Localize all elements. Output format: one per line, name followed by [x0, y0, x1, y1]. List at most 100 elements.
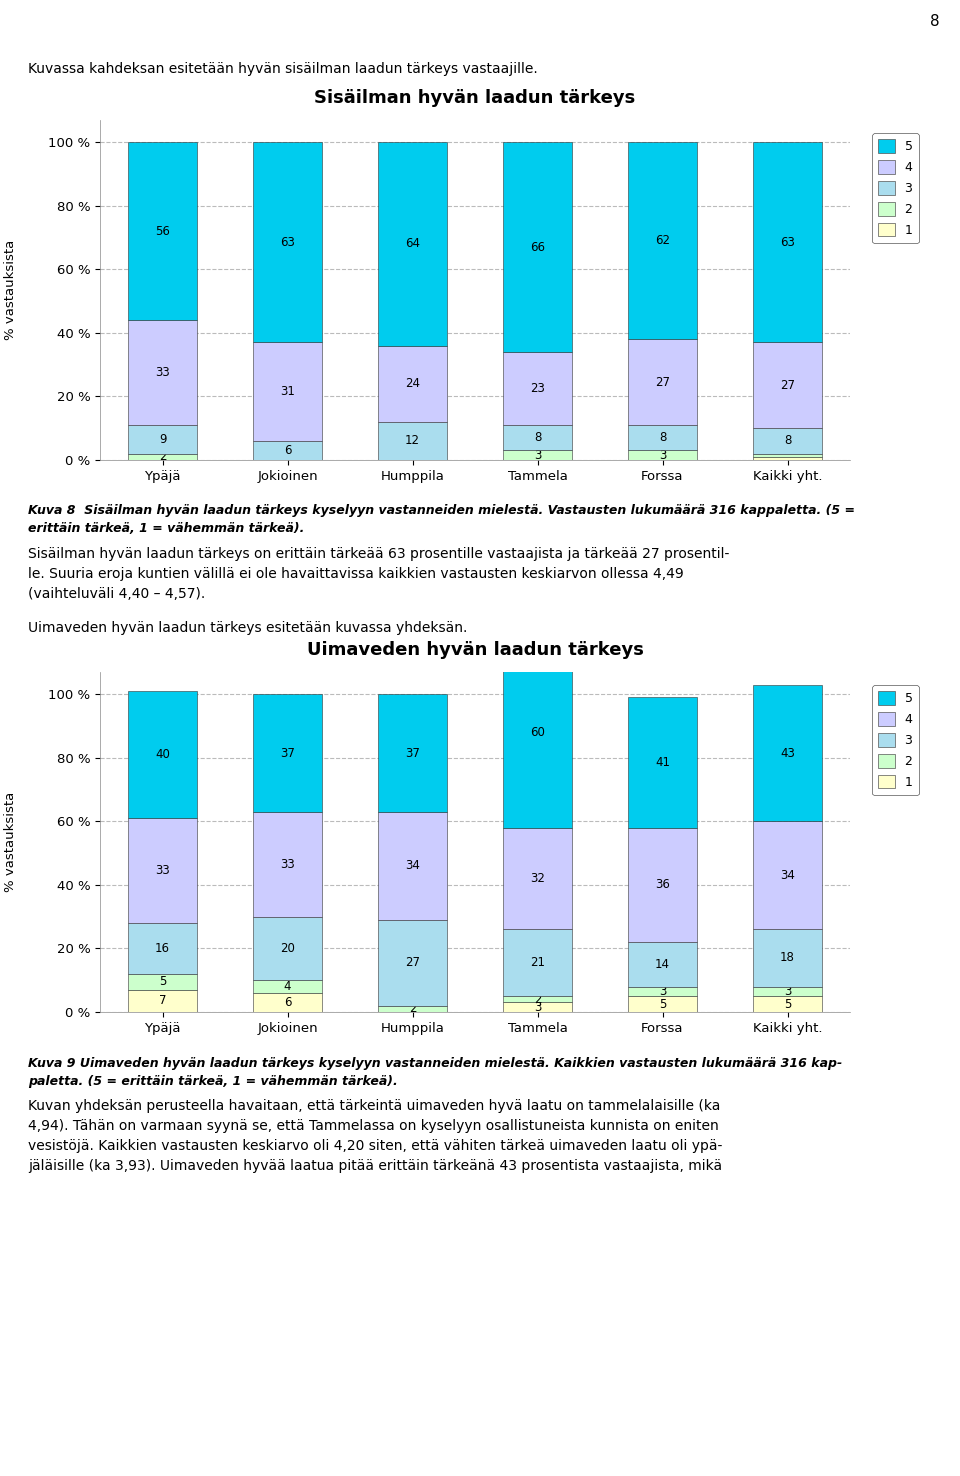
Text: erittäin tärkeä, 1 = vähemmän tärkeä).: erittäin tärkeä, 1 = vähemmän tärkeä). [28, 523, 304, 536]
Bar [128, 818, 197, 922]
Text: 16: 16 [155, 942, 170, 955]
Bar [754, 453, 822, 458]
Text: 33: 33 [156, 366, 170, 379]
Title: Sisäilman hyvän laadun tärkeys: Sisäilman hyvän laadun tärkeys [314, 90, 636, 108]
Bar [378, 142, 446, 345]
Text: 20: 20 [280, 942, 295, 955]
Bar [754, 986, 822, 996]
Text: 36: 36 [655, 878, 670, 892]
Text: 27: 27 [780, 379, 795, 391]
Text: 5: 5 [158, 976, 166, 989]
Text: 63: 63 [280, 236, 295, 249]
Text: 40: 40 [156, 748, 170, 762]
Bar [128, 922, 197, 974]
Text: Uimaveden hyvän laadun tärkeys esitetään kuvassa yhdeksän.: Uimaveden hyvän laadun tärkeys esitetään… [28, 621, 468, 635]
Text: 3: 3 [783, 984, 791, 998]
Text: 33: 33 [280, 858, 295, 871]
Bar [253, 993, 322, 1013]
Text: Sisäilman hyvän laadun tärkeys on erittäin tärkeää 63 prosentille vastaajista ja: Sisäilman hyvän laadun tärkeys on erittä… [28, 548, 730, 561]
Text: 8: 8 [659, 431, 666, 444]
Bar [754, 458, 822, 461]
Bar [754, 930, 822, 986]
Bar [503, 142, 572, 351]
Bar [628, 142, 697, 339]
Bar [754, 142, 822, 342]
Bar [628, 942, 697, 986]
Bar [503, 828, 572, 930]
Bar [503, 930, 572, 996]
Text: Kuva 9 Uimaveden hyvän laadun tärkeys kyselyyn vastanneiden mielestä. Kaikkien v: Kuva 9 Uimaveden hyvän laadun tärkeys ky… [28, 1057, 842, 1070]
Text: Kuva 8  Sisäilman hyvän laadun tärkeys kyselyyn vastanneiden mielestä. Vastauste: Kuva 8 Sisäilman hyvän laadun tärkeys ky… [28, 505, 855, 518]
Bar [754, 428, 822, 453]
Text: 8: 8 [534, 431, 541, 444]
Text: vesistöjä. Kaikkien vastausten keskiarvo oli 4,20 siten, että vähiten tärkeä uim: vesistöjä. Kaikkien vastausten keskiarvo… [28, 1139, 722, 1153]
Bar [378, 920, 446, 1005]
Text: 18: 18 [780, 952, 795, 964]
Text: 33: 33 [156, 863, 170, 877]
Bar [628, 828, 697, 942]
Bar [128, 320, 197, 425]
Text: 9: 9 [158, 432, 166, 446]
Bar [128, 142, 197, 320]
Text: 43: 43 [780, 747, 795, 760]
Text: 23: 23 [530, 382, 545, 396]
Bar [253, 142, 322, 342]
Text: 27: 27 [655, 376, 670, 388]
Text: 31: 31 [280, 385, 295, 399]
Bar [503, 450, 572, 461]
Bar [628, 698, 697, 828]
Bar [628, 425, 697, 450]
Bar [253, 441, 322, 461]
Bar [754, 996, 822, 1013]
Text: 4: 4 [284, 980, 291, 993]
Bar [128, 425, 197, 453]
Y-axis label: % vastauksista: % vastauksista [5, 793, 17, 892]
Text: 2: 2 [158, 450, 166, 463]
Text: 27: 27 [405, 956, 420, 970]
Bar [128, 974, 197, 990]
Text: jäläisille (ka 3,93). Uimaveden hyvää laatua pitää erittäin tärkeänä 43 prosenti: jäläisille (ka 3,93). Uimaveden hyvää la… [28, 1159, 722, 1173]
Text: le. Suuria eroja kuntien välillä ei ole havaittavissa kaikkien vastausten keskia: le. Suuria eroja kuntien välillä ei ole … [28, 567, 684, 582]
Text: 12: 12 [405, 434, 420, 447]
Bar [503, 425, 572, 450]
Legend: 5, 4, 3, 2, 1: 5, 4, 3, 2, 1 [872, 133, 919, 244]
Text: 5: 5 [783, 998, 791, 1011]
Y-axis label: % vastauksista: % vastauksista [5, 241, 17, 339]
Bar [253, 812, 322, 917]
Bar [253, 694, 322, 812]
Text: 6: 6 [284, 996, 291, 1010]
Text: 66: 66 [530, 241, 545, 254]
Bar [628, 986, 697, 996]
Bar [754, 821, 822, 930]
Bar [503, 351, 572, 425]
Text: 3: 3 [659, 984, 666, 998]
Text: 14: 14 [655, 958, 670, 971]
Bar [253, 917, 322, 980]
Bar [378, 1005, 446, 1013]
Text: 5: 5 [659, 998, 666, 1011]
Text: 3: 3 [534, 1001, 541, 1014]
Title: Uimaveden hyvän laadun tärkeys: Uimaveden hyvän laadun tärkeys [306, 642, 643, 660]
Bar [128, 691, 197, 818]
Text: 4,94). Tähän on varmaan syynä se, että Tammelassa on kyselyyn osallistuneista ku: 4,94). Tähän on varmaan syynä se, että T… [28, 1119, 719, 1134]
Bar [628, 996, 697, 1013]
Text: 34: 34 [405, 859, 420, 872]
Text: (vaihteluväli 4,40 – 4,57).: (vaihteluväli 4,40 – 4,57). [28, 587, 205, 601]
Bar [253, 980, 322, 993]
Bar [253, 342, 322, 441]
Text: 8: 8 [783, 434, 791, 447]
Text: 32: 32 [530, 872, 545, 886]
Text: 24: 24 [405, 378, 420, 390]
Text: paletta. (5 = erittäin tärkeä, 1 = vähemmän tärkeä).: paletta. (5 = erittäin tärkeä, 1 = vähem… [28, 1075, 397, 1088]
Bar [128, 990, 197, 1013]
Legend: 5, 4, 3, 2, 1: 5, 4, 3, 2, 1 [872, 685, 919, 796]
Text: 37: 37 [280, 747, 295, 760]
Bar [378, 422, 446, 461]
Bar [378, 345, 446, 422]
Text: 37: 37 [405, 747, 420, 760]
Text: 6: 6 [284, 444, 291, 458]
Text: 2: 2 [534, 993, 541, 1005]
Bar [128, 453, 197, 461]
Text: 60: 60 [530, 726, 545, 739]
Text: 41: 41 [655, 756, 670, 769]
